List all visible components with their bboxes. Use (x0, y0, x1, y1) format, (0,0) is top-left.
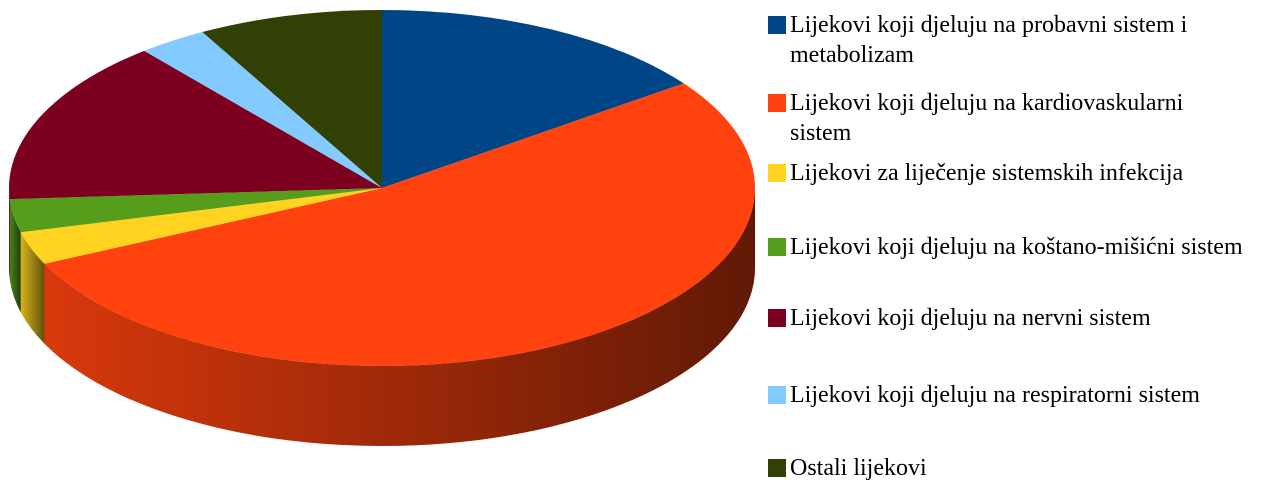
legend-swatch (768, 16, 786, 34)
slice-side-shade (20, 232, 45, 344)
slice-side-shade (9, 199, 21, 313)
legend-label: Ostali lijekovi (790, 455, 927, 481)
legend-label: Lijekovi koji djeluju na koštano-mišićni… (790, 234, 1243, 260)
slice (9, 188, 383, 233)
slice (44, 83, 755, 366)
legend-label: Lijekovi koji djeluju na kardiovaskularn… (790, 90, 1184, 146)
chart (8, 9, 755, 447)
legend-label: Lijekovi za liječenje sistemskih infekci… (790, 160, 1184, 186)
legend-swatch (768, 309, 786, 327)
legend-label: Lijekovi koji djeluju na respiratorni si… (790, 382, 1200, 408)
legend-swatch (768, 238, 786, 256)
legend-swatch (768, 94, 786, 112)
legend-label: Lijekovi koji djeluju na probavni sistem… (790, 12, 1188, 68)
slice (144, 32, 382, 188)
slice (202, 9, 382, 188)
legend-swatch (768, 459, 786, 477)
slice-side-shade (9, 188, 10, 280)
slice (382, 10, 684, 188)
slice (20, 188, 383, 264)
legend-swatch (768, 386, 786, 404)
slice (8, 50, 382, 200)
legend-swatch (768, 164, 786, 182)
legend-label: Lijekovi koji djeluju na nervni sistem (790, 305, 1151, 331)
slice-side-shade (44, 188, 755, 447)
